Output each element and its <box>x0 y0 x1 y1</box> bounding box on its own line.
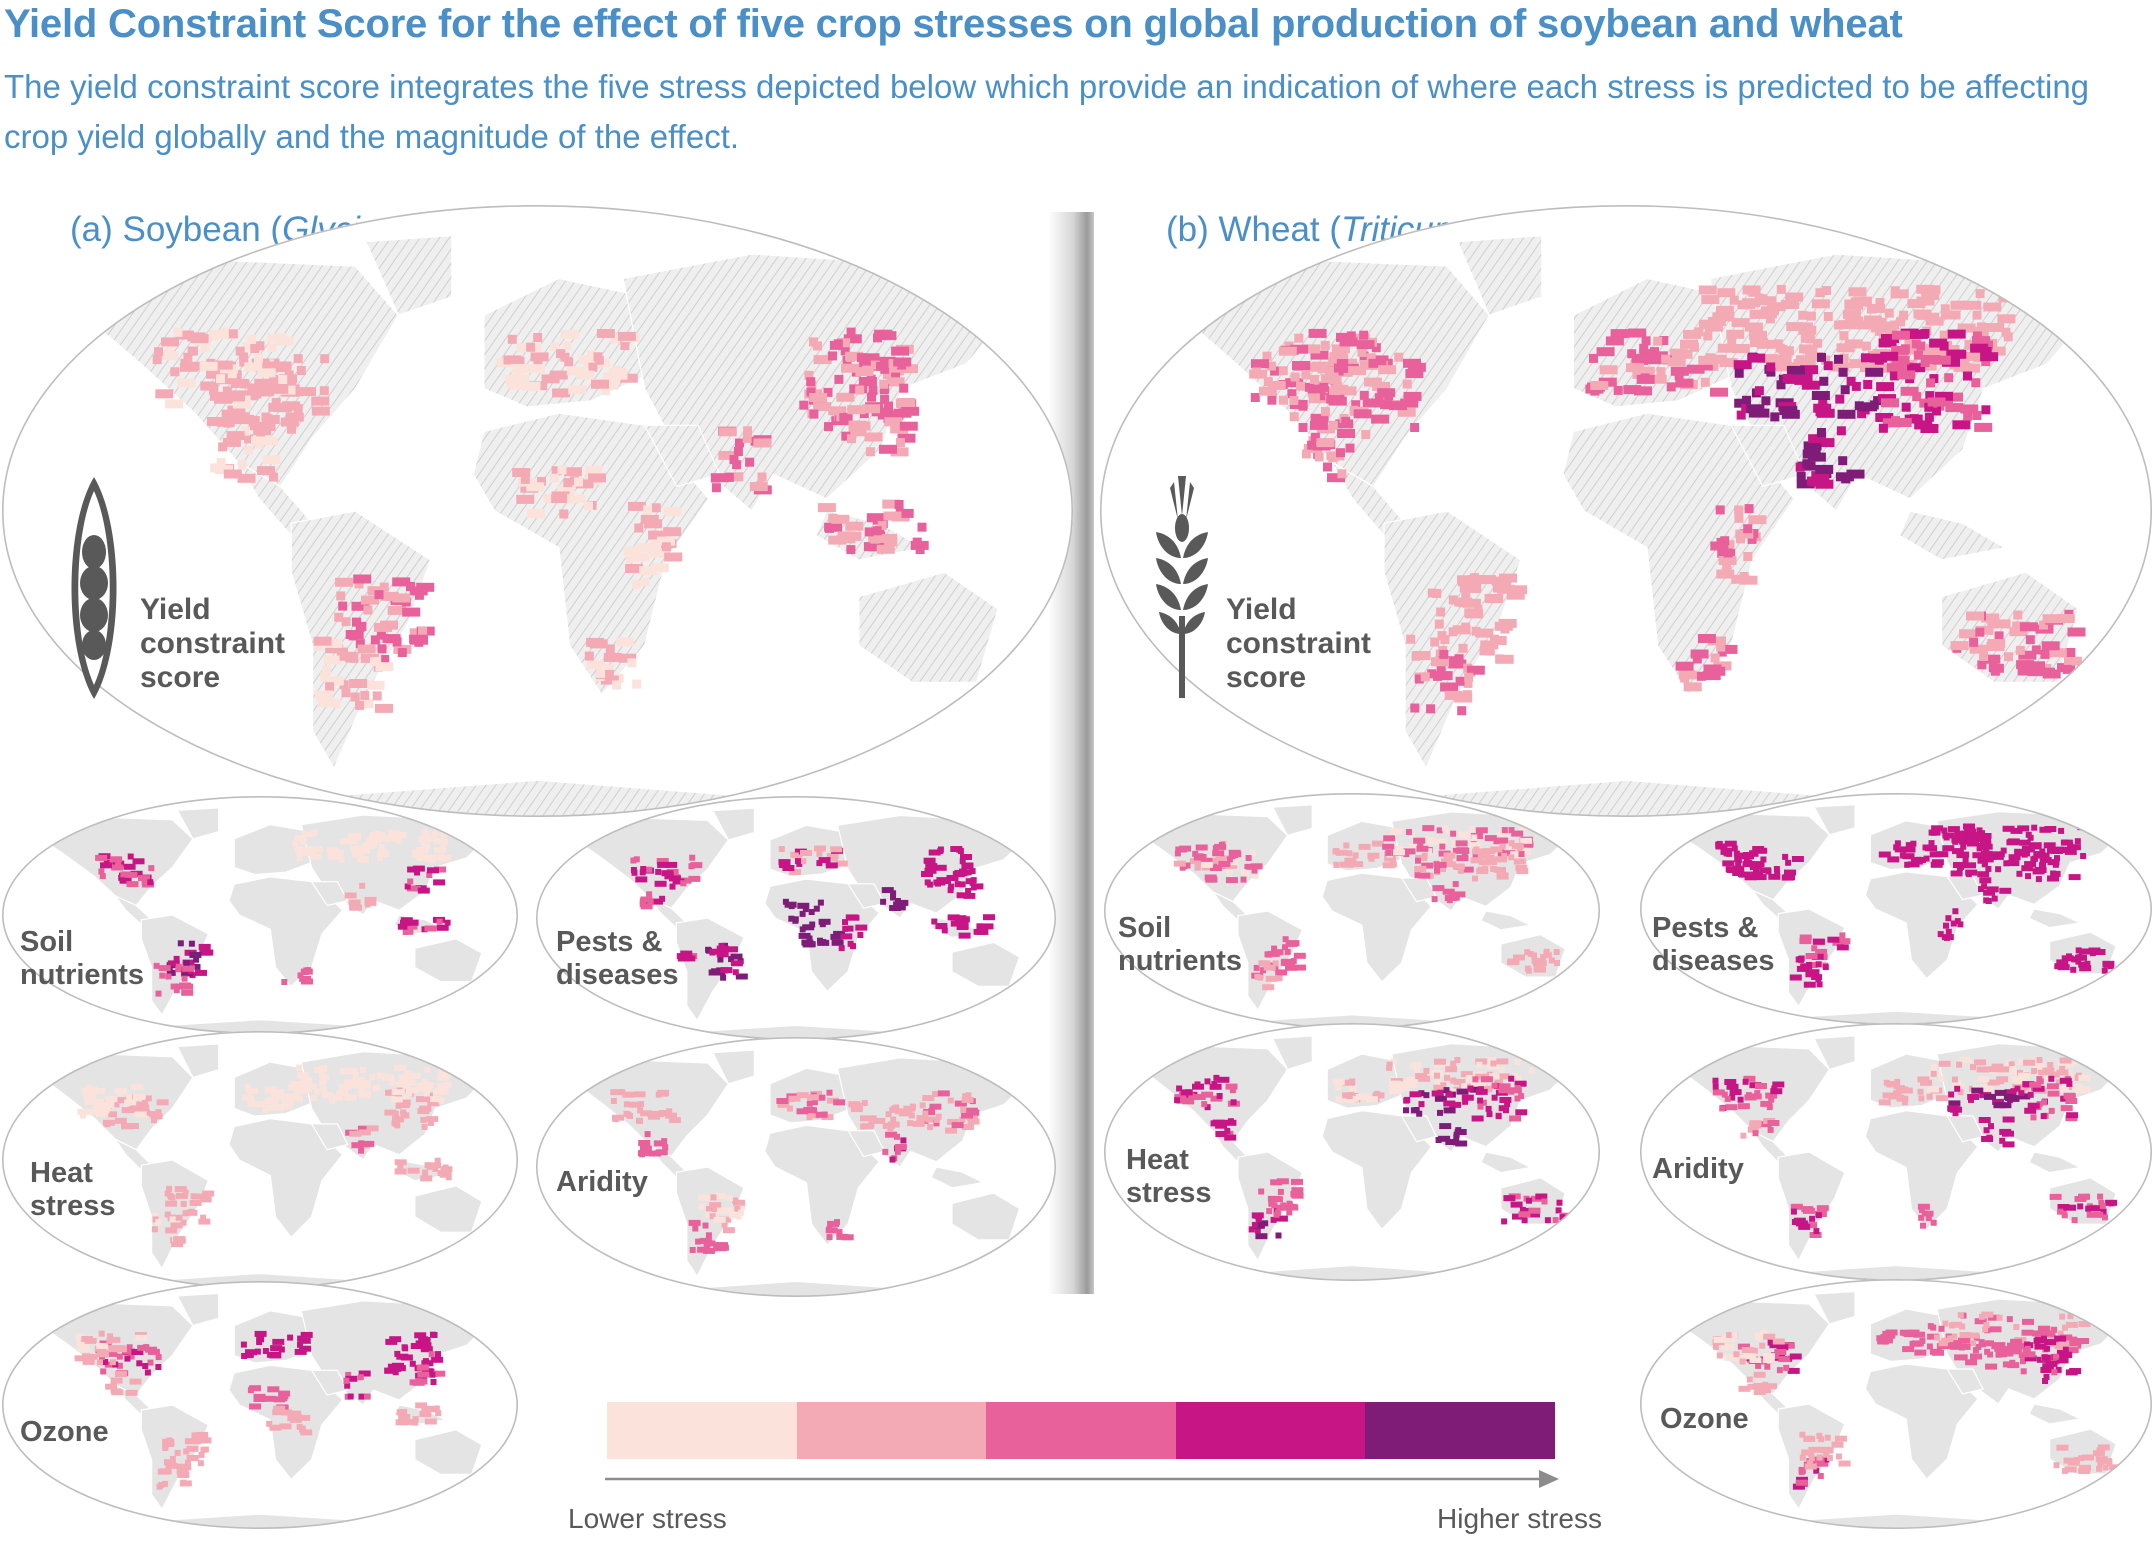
figure-title: Yield Constraint Score for the effect of… <box>4 2 1903 46</box>
wheat-heat-stress-map <box>1104 1022 1601 1281</box>
soybean-ozone-label: Ozone <box>20 1416 109 1448</box>
legend-swatch-2 <box>796 1402 987 1459</box>
wheat-ozone-label: Ozone <box>1660 1403 1749 1435</box>
wheat-soil-nutrients-label: Soil nutrients <box>1118 912 1243 977</box>
legend-arrow <box>605 1470 1559 1488</box>
wheat-pests-diseases-map <box>1640 792 2153 1025</box>
wheat-ear-icon <box>1156 476 1208 698</box>
panel-b-prefix: (b) Wheat ( <box>1166 210 1342 249</box>
figure-subtitle: The yield constraint score integrates th… <box>4 68 2090 155</box>
soybean-heat-stress-map <box>1 1031 519 1290</box>
legend-swatch-5 <box>1365 1402 1555 1459</box>
soybean-pests-diseases-label: Pests & diseases <box>556 926 679 991</box>
soybean-soil-nutrients-map <box>1 795 519 1034</box>
soybean-yield-constraint-label: Yield constraint score <box>140 593 286 694</box>
wheat-pests-diseases-label: Pests & diseases <box>1652 912 1775 977</box>
soybean-pod-icon <box>71 477 117 699</box>
panel-divider <box>1048 212 1094 1294</box>
wheat-aridity-label: Aridity <box>1652 1153 1744 1185</box>
soybean-pests-diseases-map <box>535 795 1057 1040</box>
wheat-yield-constraint-map <box>1100 204 2153 818</box>
soybean-soil-nutrients-label: Soil nutrients <box>20 926 145 991</box>
panel-a-prefix: (a) Soybean ( <box>70 210 283 249</box>
soybean-heat-stress-label: Heat stress <box>30 1157 116 1222</box>
soybean-yield-constraint-map <box>1 204 1074 818</box>
wheat-heat-stress-label: Heat stress <box>1126 1144 1212 1209</box>
wheat-aridity-map <box>1640 1022 2153 1281</box>
soybean-aridity-label: Aridity <box>556 1166 648 1198</box>
legend-swatch-3 <box>986 1402 1176 1459</box>
wheat-yield-constraint-label: Yield constraint score <box>1226 593 1372 694</box>
legend-high-label: Higher stress <box>1437 1503 1602 1534</box>
wheat-soil-nutrients-map <box>1104 792 1601 1029</box>
legend-swatch-4 <box>1175 1402 1366 1459</box>
soybean-ozone-map <box>1 1281 519 1530</box>
legend-swatch-1 <box>607 1402 797 1459</box>
soybean-aridity-map <box>535 1037 1057 1298</box>
legend-low-label: Lower stress <box>568 1503 727 1534</box>
stress-color-legend <box>607 1402 1555 1459</box>
